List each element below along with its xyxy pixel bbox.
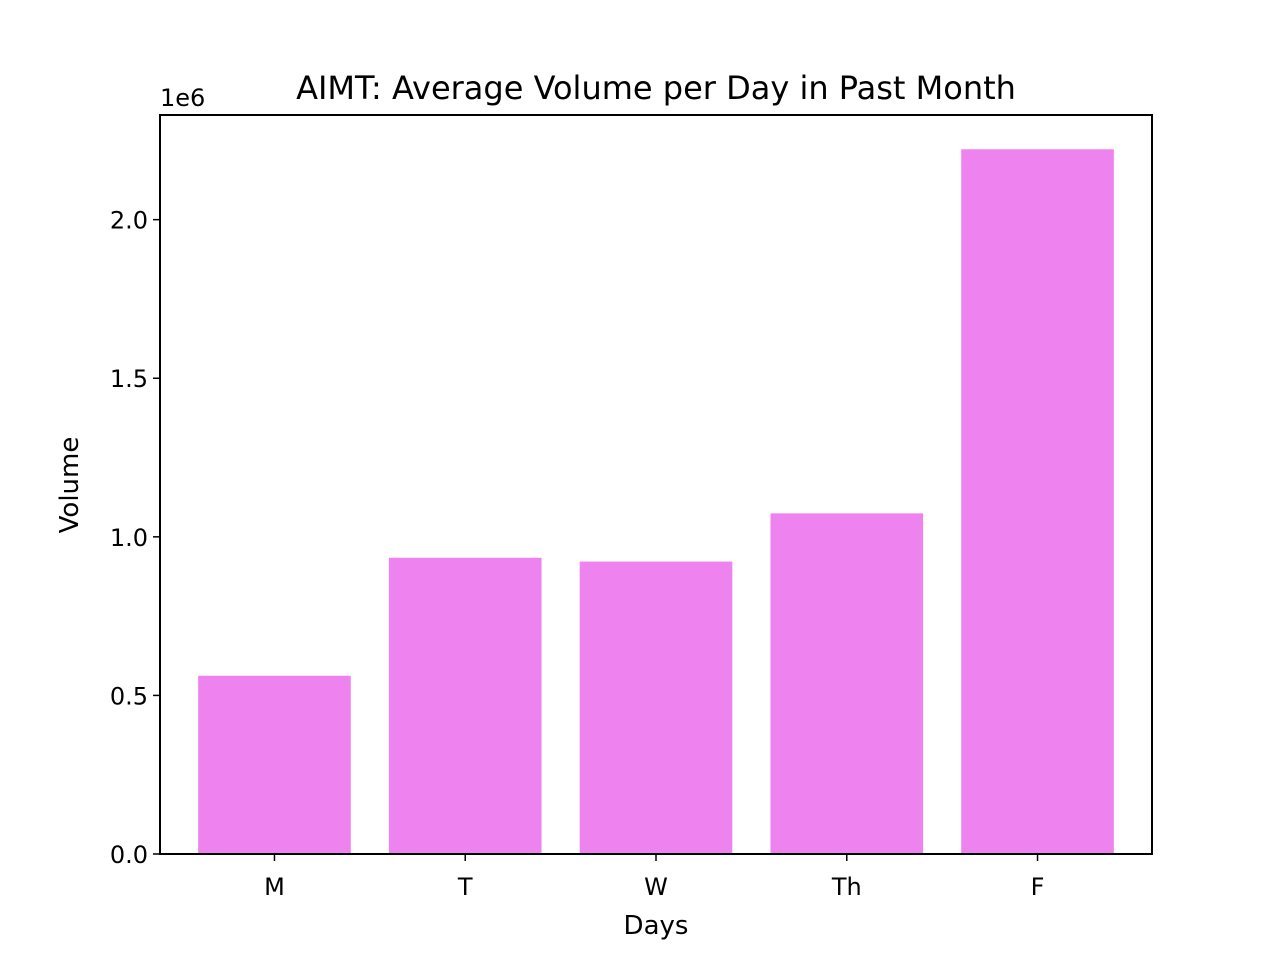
y-tick-label: 0.0 [110, 841, 148, 869]
x-tick-label: F [1031, 873, 1045, 901]
x-ticks-group: M T W Th F [264, 854, 1044, 901]
y-axis-offset-label: 1e6 [160, 84, 205, 112]
bar-m [198, 675, 351, 854]
bar-w [579, 561, 733, 854]
chart-title: AIMT: Average Volume per Day in Past Mon… [296, 69, 1016, 107]
bar-t [388, 557, 542, 854]
x-tick-label: T [457, 873, 473, 901]
y-tick-label: 1.5 [110, 365, 148, 393]
plot-frame [159, 114, 1153, 855]
x-tick-label: Th [831, 873, 862, 901]
bars-group [198, 149, 1114, 854]
bar-th [770, 513, 924, 854]
x-tick-label: M [264, 873, 285, 901]
y-tick-label: 2.0 [110, 207, 148, 235]
y-tick-label: 1.0 [110, 524, 148, 552]
y-tick-label: 0.5 [110, 682, 148, 710]
y-axis-label: Volume [55, 437, 85, 534]
bar-f [961, 149, 1114, 854]
x-axis-label: Days [624, 911, 689, 941]
y-ticks-group: 0.0 0.5 1.0 1.5 2.0 [110, 207, 160, 869]
x-tick-label: W [644, 873, 668, 901]
